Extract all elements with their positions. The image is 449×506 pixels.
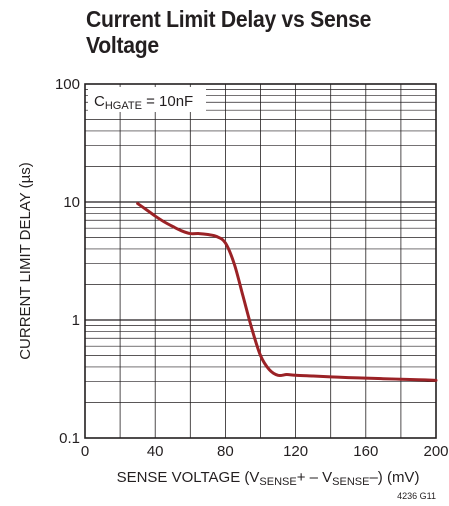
annotation-label: CHGATE = 10nF [94,93,193,112]
x-tick-label: 80 [217,443,234,460]
x-tick-labels: 0 40 80 120 160 200 [81,443,449,460]
x-tick-label: 40 [147,443,164,460]
annotation-c: C [94,93,105,110]
x-tick-label: 200 [423,443,448,460]
y-tick-labels: 0.1 1 10 100 [55,76,80,447]
plot-area-frame [84,83,437,439]
x-tick-label: 120 [283,443,308,460]
y-tick-label: 1 [72,312,80,329]
x-tick-label: 0 [81,443,89,460]
y-axis-label: CURRENT LIMIT DELAY (µs) [17,162,34,360]
x-axis-label: SENSE VOLTAGE (VSENSE+ – VSENSE–) (mV) [117,469,420,488]
annotation-box: CHGATE = 10nF [88,87,206,112]
chart-title: Current Limit Delay vs Sense Voltage [86,6,390,58]
y-tick-label: 10 [63,194,80,211]
annotation-subscript: HGATE [105,100,142,112]
x-axis-label-sub-1: SENSE [259,476,296,488]
y-tick-label: 100 [55,76,80,93]
figure-code: 4236 G11 [397,491,436,501]
chart-title-line-2: Voltage [86,32,159,58]
x-tick-label: 160 [353,443,378,460]
y-tick-label: 0.1 [59,430,80,447]
x-axis-label-post: –) (mV) [369,469,419,486]
annotation-background [88,87,206,112]
chart-title-line-1: Current Limit Delay vs Sense [86,6,372,32]
grid-lines [85,84,436,438]
x-axis-label-mid: + – V [297,469,332,486]
x-axis-label-sub-2: SENSE [332,476,369,488]
series-line [136,202,438,382]
x-axis-label-pre: SENSE VOLTAGE (V [117,469,260,486]
annotation-value: = 10nF [142,93,193,110]
